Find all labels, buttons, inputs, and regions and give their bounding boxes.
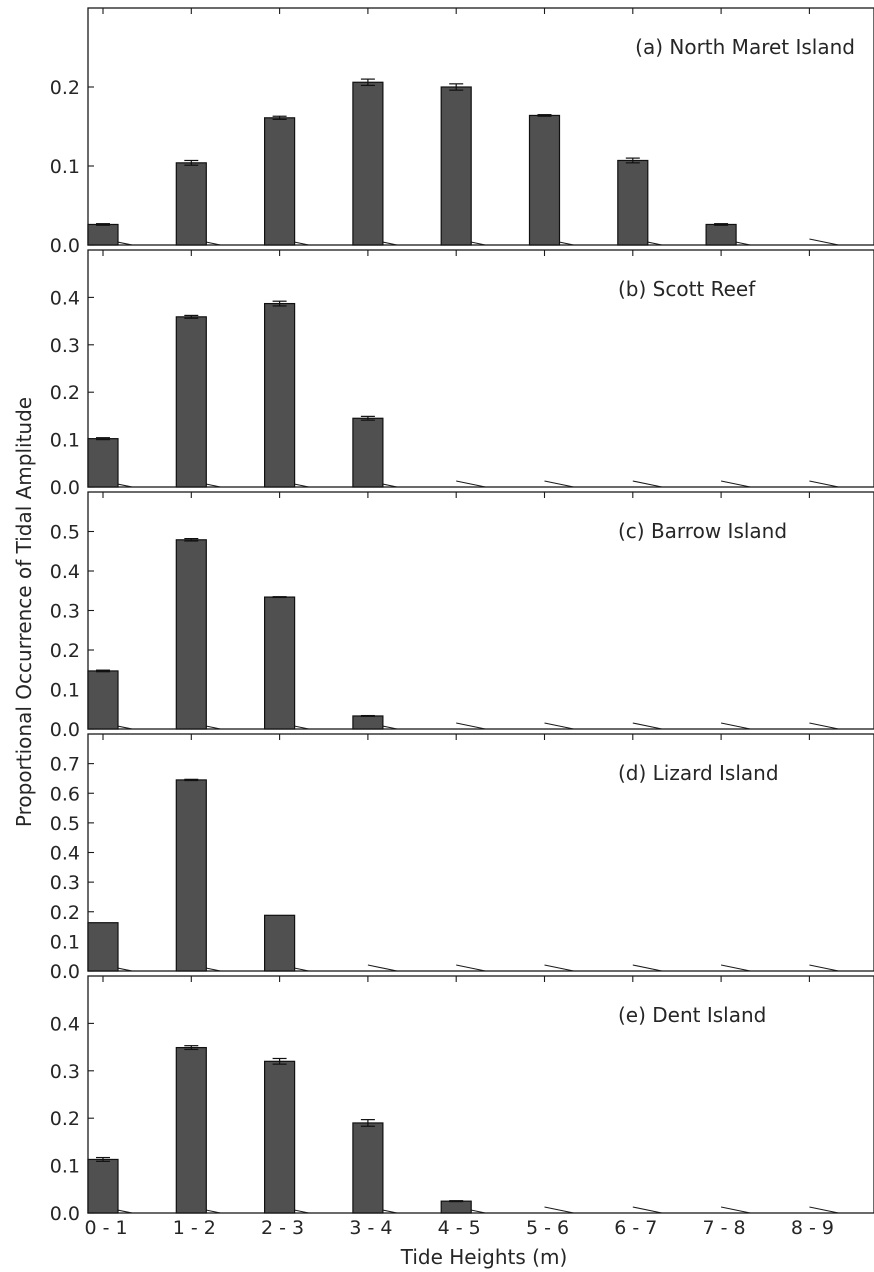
bar-1-2 bbox=[175, 162, 207, 246]
x-tick bbox=[720, 480, 751, 488]
x-tick bbox=[632, 480, 663, 488]
bar-6-7 bbox=[617, 159, 649, 246]
bar-0-1 bbox=[87, 922, 119, 972]
y-tick-label: 0.1 bbox=[50, 156, 80, 178]
bar-0-1 bbox=[87, 670, 119, 730]
x-tick bbox=[720, 722, 751, 730]
panel-title: (e) Dent Island bbox=[618, 1003, 766, 1027]
y-tick-label: 0.3 bbox=[50, 335, 80, 357]
bar-1-2 bbox=[175, 539, 207, 730]
y-tick-label: 0.2 bbox=[50, 382, 80, 404]
x-tick-label: 2 - 3 bbox=[261, 1217, 304, 1239]
y-tick-label: 0.0 bbox=[50, 477, 80, 499]
x-tick-label: 8 - 9 bbox=[791, 1217, 834, 1239]
x-tick-label: 6 - 7 bbox=[614, 1217, 657, 1239]
x-tick bbox=[456, 722, 486, 730]
x-tick bbox=[632, 964, 663, 972]
x-tick bbox=[809, 1206, 839, 1214]
bar-2-3 bbox=[264, 914, 296, 972]
plot-frame bbox=[87, 249, 874, 488]
bar-3-4 bbox=[352, 417, 384, 488]
bar-2-3 bbox=[264, 117, 296, 246]
bar-2-3 bbox=[264, 302, 296, 488]
y-tick-label: 0.5 bbox=[50, 813, 80, 835]
x-tick bbox=[720, 1206, 751, 1214]
bar-0-1 bbox=[87, 438, 119, 488]
x-tick bbox=[632, 722, 663, 730]
y-tick-label: 0.4 bbox=[50, 561, 80, 583]
bar-0-1 bbox=[87, 1158, 119, 1214]
plot-frame bbox=[87, 7, 874, 246]
x-tick-label: 7 - 8 bbox=[703, 1217, 746, 1239]
x-tick bbox=[809, 964, 839, 972]
y-tick-label: 0.7 bbox=[50, 754, 80, 776]
panel-d: 0.0 0.1 0.2 0.3 0.4 0.5 0.6 0.7 (d) Lizard Islan… bbox=[50, 733, 874, 983]
bar-0-1 bbox=[87, 223, 119, 246]
y-tick-label: 0.3 bbox=[50, 1061, 80, 1083]
y-tick-label: 0.3 bbox=[50, 601, 80, 623]
bar-2-3 bbox=[264, 596, 296, 730]
bar-4-5 bbox=[440, 86, 472, 246]
bar-1-2 bbox=[175, 316, 207, 488]
x-tick bbox=[456, 964, 486, 972]
y-tick-label: 0.2 bbox=[50, 1108, 80, 1130]
bar-1-2 bbox=[175, 1046, 207, 1214]
panel-title: (a) North Maret Island bbox=[635, 35, 855, 59]
y-tick-label: 0.6 bbox=[50, 783, 80, 805]
y-tick-label: 0.2 bbox=[50, 77, 80, 99]
x-tick bbox=[544, 1206, 574, 1214]
y-tick-label: 0.1 bbox=[50, 680, 80, 702]
y-tick-label: 0.3 bbox=[50, 872, 80, 894]
x-tick-label: 0 - 1 bbox=[84, 1217, 127, 1239]
x-tick bbox=[809, 238, 839, 246]
y-tick-label: 0.1 bbox=[50, 1156, 80, 1178]
y-axis-title: Proportional Occurrence of Tidal Amplitu… bbox=[12, 397, 36, 827]
panel-title: (b) Scott Reef bbox=[618, 277, 756, 301]
y-tick-label: 0.0 bbox=[50, 235, 80, 257]
y-tick-label: 0.4 bbox=[50, 843, 80, 865]
y-tick-label: 0.4 bbox=[50, 1013, 80, 1035]
x-tick bbox=[809, 480, 839, 488]
y-tick-label: 0.0 bbox=[50, 1203, 80, 1225]
bar-4-5 bbox=[440, 1200, 472, 1214]
x-axis-title: Tide Heights (m) bbox=[400, 1245, 568, 1269]
bar-3-4 bbox=[352, 715, 384, 730]
plot-frame bbox=[87, 975, 874, 1214]
y-tick-label: 0.0 bbox=[50, 961, 80, 983]
panel-c: 0.0 0.1 0.2 0.3 0.4 0.5 (c) Barrow Island bbox=[50, 491, 874, 741]
panel-title: (d) Lizard Island bbox=[618, 761, 779, 785]
bar-5-6 bbox=[528, 114, 561, 246]
x-tick-label: 3 - 4 bbox=[349, 1217, 392, 1239]
x-tick-label: 4 - 5 bbox=[438, 1217, 481, 1239]
bar-3-4 bbox=[352, 81, 384, 246]
x-tick bbox=[809, 722, 839, 730]
x-tick bbox=[544, 722, 574, 730]
y-tick-label: 0.2 bbox=[50, 902, 80, 924]
x-tick-label: 1 - 2 bbox=[173, 1217, 216, 1239]
y-tick-label: 0.4 bbox=[50, 287, 80, 309]
x-tick bbox=[632, 1206, 663, 1214]
y-tick-label: 0.1 bbox=[50, 931, 80, 953]
x-tick bbox=[544, 480, 574, 488]
x-tick-label: 5 - 6 bbox=[526, 1217, 569, 1239]
y-tick-label: 0.0 bbox=[50, 719, 80, 741]
x-tick bbox=[720, 964, 751, 972]
y-tick-label: 0.1 bbox=[50, 430, 80, 452]
panel-e: 0.0 0.1 0.2 0.3 0.4 0 - 1 1 - 2 2 - 3 3 - 4 4 - 5… bbox=[50, 975, 874, 1239]
panel-a: 0.0 0.1 0.2 (a) North Maret Island bbox=[50, 7, 874, 257]
y-tick-label: 0.2 bbox=[50, 640, 80, 662]
x-tick bbox=[367, 964, 398, 972]
x-tick bbox=[456, 480, 486, 488]
bar-1-2 bbox=[175, 779, 207, 972]
panels-group: 0.0 0.1 0.2 (a) North Maret Island 0.0 0.1 0.2… bbox=[50, 7, 874, 1239]
y-tick-label: 0.5 bbox=[50, 522, 80, 544]
panel-title: (c) Barrow Island bbox=[618, 519, 787, 543]
bar-2-3 bbox=[264, 1060, 296, 1214]
panel-b: 0.0 0.1 0.2 0.3 0.4 (b) Scott Reef bbox=[50, 249, 874, 499]
bar-3-4 bbox=[352, 1122, 384, 1214]
bar-7-8 bbox=[705, 223, 737, 246]
x-tick bbox=[544, 964, 574, 972]
